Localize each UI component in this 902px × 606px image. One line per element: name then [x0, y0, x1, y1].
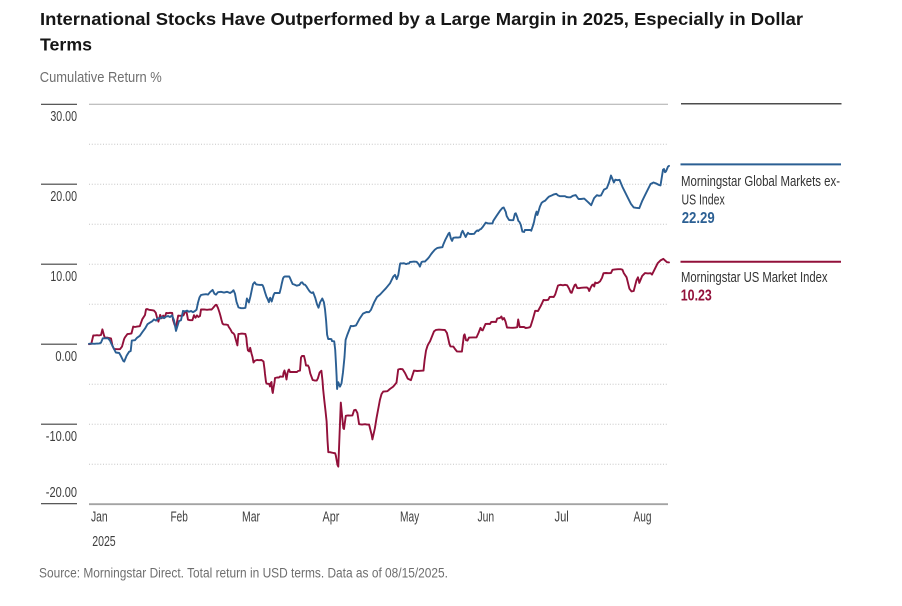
svg-text:-20.00: -20.00 [46, 485, 77, 501]
svg-text:0.00: 0.00 [55, 349, 77, 365]
svg-text:10.00: 10.00 [50, 269, 77, 285]
svg-text:Jun: Jun [478, 510, 495, 526]
svg-text:Mar: Mar [242, 510, 260, 526]
svg-text:Morningstar Global Markets ex-: Morningstar Global Markets ex- [681, 174, 840, 190]
svg-text:Jan: Jan [91, 510, 108, 526]
svg-text:International Stocks Have Outp: International Stocks Have Outperformed b… [40, 9, 803, 29]
svg-text:US Index: US Index [682, 192, 726, 208]
svg-text:Jul: Jul [555, 510, 569, 526]
svg-text:Cumulative Return %: Cumulative Return % [40, 69, 162, 86]
svg-text:10.23: 10.23 [681, 288, 712, 305]
svg-text:May: May [400, 510, 420, 526]
svg-text:Aug: Aug [634, 510, 652, 526]
svg-text:Source: Morningstar Direct. To: Source: Morningstar Direct. Total return… [39, 566, 448, 581]
svg-text:2025: 2025 [92, 534, 116, 550]
svg-text:Apr: Apr [323, 510, 340, 526]
svg-text:22.29: 22.29 [682, 210, 715, 227]
svg-text:-10.00: -10.00 [46, 429, 77, 445]
svg-text:Feb: Feb [171, 510, 188, 526]
svg-text:Morningstar US Market Index: Morningstar US Market Index [681, 270, 828, 286]
svg-text:30.00: 30.00 [50, 109, 77, 125]
svg-text:Terms: Terms [40, 34, 92, 54]
svg-text:20.00: 20.00 [50, 189, 77, 205]
